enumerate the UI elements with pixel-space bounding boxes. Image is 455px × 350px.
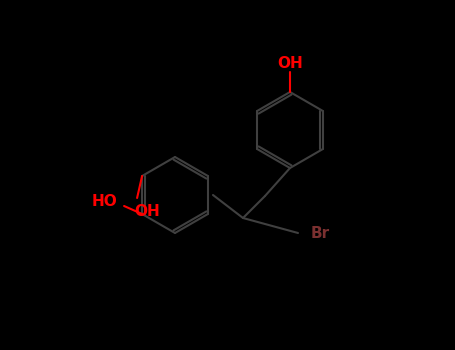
Text: HO: HO <box>91 195 117 210</box>
Text: OH: OH <box>277 56 303 71</box>
Text: Br: Br <box>310 225 329 240</box>
Text: OH: OH <box>134 203 160 218</box>
